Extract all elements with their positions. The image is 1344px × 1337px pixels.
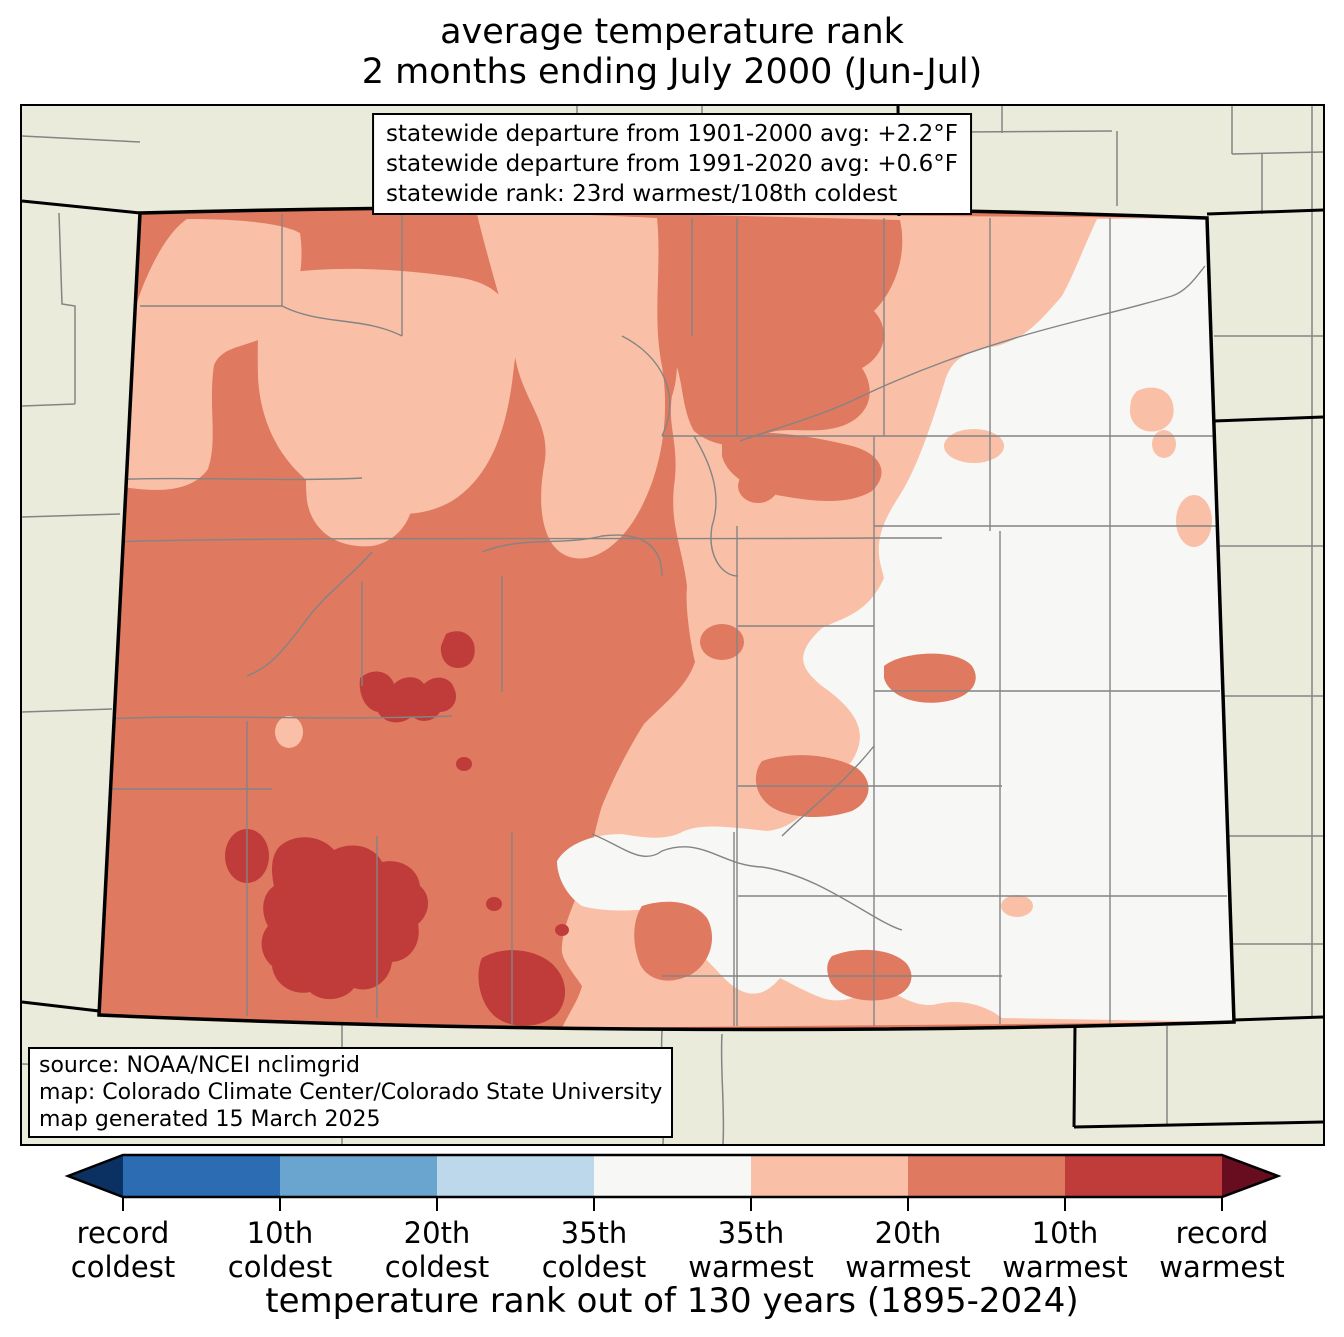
stats-line-3: statewide rank: 23rd warmest/108th colde… <box>386 181 898 207</box>
region-middle-bin <box>557 218 1234 1022</box>
legend-label-20th-coldest: 20th coldest <box>384 1216 490 1284</box>
legend-segment-middle <box>594 1155 751 1197</box>
map-canvas <box>22 106 1323 1144</box>
regions-10th-warmest <box>225 631 569 1026</box>
legend-ticks <box>122 1197 1223 1211</box>
legend-caption: temperature rank out of 130 years (1895-… <box>265 1281 1079 1321</box>
legend-label-35th-warmest: 35th warmest <box>688 1216 814 1284</box>
legend-segment-20th-coldest <box>280 1155 437 1197</box>
regions-35th-warmest-patches <box>944 387 1212 917</box>
regions-35th-warmest-west <box>122 213 666 748</box>
legend-segment-35th-coldest <box>437 1155 594 1197</box>
legend-segment-10th-coldest <box>123 1155 280 1197</box>
source-line-3: map generated 15 March 2025 <box>39 1107 381 1132</box>
source-line-1: source: NOAA/NCEI nclimgrid <box>39 1053 360 1078</box>
legend-label-35th-coldest: 35th coldest <box>541 1216 647 1284</box>
figure-title: average temperature rank 2 months ending… <box>0 12 1344 92</box>
legend-label-record-warmest: record warmest <box>1159 1216 1285 1284</box>
stats-box: statewide departure from 1901-2000 avg: … <box>372 113 972 215</box>
source-line-2: map: Colorado Climate Center/Colorado St… <box>39 1080 663 1105</box>
colorado-map <box>20 104 1325 1146</box>
legend-segment-record-coldest <box>68 1155 123 1197</box>
source-box: source: NOAA/NCEI nclimgrid map: Colorad… <box>28 1047 674 1138</box>
legend-segment-record-warmest <box>1222 1155 1278 1197</box>
legend-label-20th-warmest: 20th warmest <box>845 1216 971 1284</box>
legend-colorbar <box>64 1153 1282 1211</box>
legend-segment-20th-warmest <box>908 1155 1065 1197</box>
legend-label-10th-coldest: 10th coldest <box>227 1216 333 1284</box>
legend-label-10th-warmest: 10th warmest <box>1002 1216 1128 1284</box>
figure-title-line2: 2 months ending July 2000 (Jun-Jul) <box>361 52 983 92</box>
figure-title-line1: average temperature rank <box>440 12 904 52</box>
legend-segment-35th-warmest <box>751 1155 908 1197</box>
legend-label-record-coldest: record coldest <box>70 1216 176 1284</box>
legend-segment-10th-warmest <box>1065 1155 1222 1197</box>
colorado-county-lines <box>100 214 1227 1026</box>
stats-line-2: statewide departure from 1991-2020 avg: … <box>386 151 958 177</box>
stats-line-1: statewide departure from 1901-2000 avg: … <box>386 121 958 147</box>
colorado-fill-layers <box>99 207 1234 1030</box>
